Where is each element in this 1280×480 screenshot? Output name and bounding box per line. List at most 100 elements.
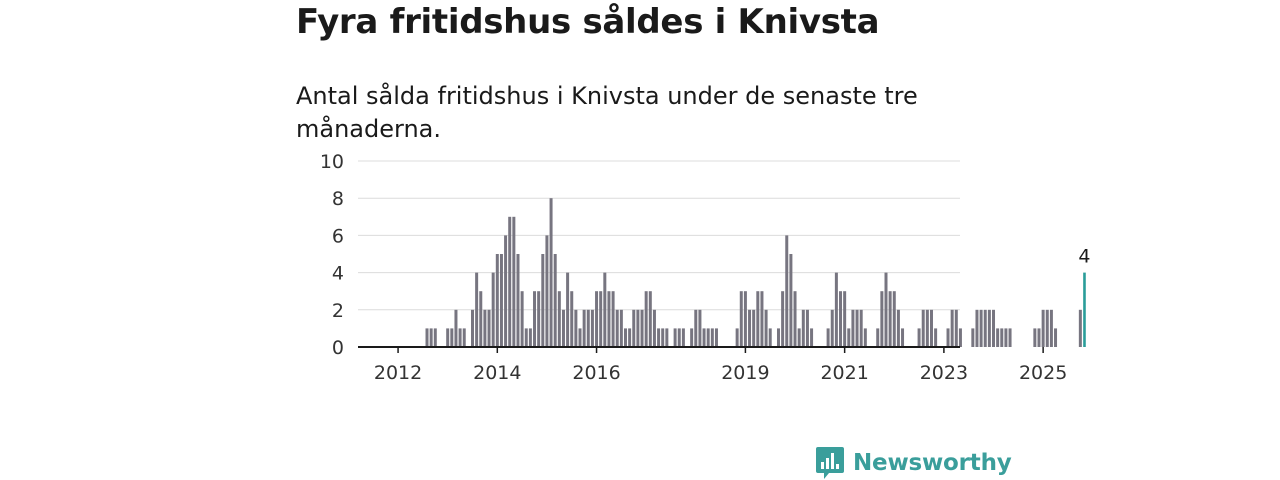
bar bbox=[855, 309, 859, 347]
bar bbox=[975, 309, 979, 347]
bar bbox=[537, 291, 541, 347]
bar bbox=[454, 309, 458, 347]
bar bbox=[549, 198, 553, 347]
bar bbox=[739, 291, 743, 347]
bar bbox=[574, 309, 578, 347]
bar bbox=[839, 291, 843, 347]
y-tick-label: 8 bbox=[332, 188, 344, 210]
x-axis-ticks: 2012 2014 2016 2019 2021 2023 2025 bbox=[374, 347, 1067, 384]
bar bbox=[640, 309, 644, 347]
bar bbox=[1078, 309, 1082, 347]
bar bbox=[921, 309, 925, 347]
bar bbox=[714, 328, 718, 347]
bar bbox=[623, 328, 627, 347]
bar bbox=[1000, 328, 1004, 347]
bar bbox=[644, 291, 648, 347]
bar bbox=[830, 309, 834, 347]
bar bbox=[950, 309, 954, 347]
bar bbox=[768, 328, 772, 347]
x-tick-label: 2025 bbox=[1019, 362, 1067, 384]
y-tick-label: 2 bbox=[332, 300, 344, 322]
chart-gridlines bbox=[358, 160, 960, 311]
bar bbox=[901, 328, 905, 347]
bar bbox=[1033, 328, 1037, 347]
bar bbox=[557, 291, 561, 347]
bar bbox=[710, 328, 714, 347]
highlight-bar bbox=[1083, 272, 1086, 347]
bar bbox=[561, 309, 565, 347]
y-tick-label: 6 bbox=[332, 225, 344, 247]
bar bbox=[619, 309, 623, 347]
bar bbox=[843, 291, 847, 347]
bar bbox=[524, 328, 528, 347]
bar bbox=[996, 328, 1000, 347]
y-tick-label: 10 bbox=[320, 151, 344, 173]
bar bbox=[429, 328, 433, 347]
chart-bars bbox=[425, 198, 1086, 347]
bar bbox=[954, 309, 958, 347]
bar bbox=[590, 309, 594, 347]
bar bbox=[603, 272, 607, 347]
bar bbox=[446, 328, 450, 347]
x-tick-label: 2023 bbox=[920, 362, 968, 384]
bar bbox=[698, 309, 702, 347]
bar bbox=[735, 328, 739, 347]
bar bbox=[971, 328, 975, 347]
chart-subtitle: Antal sålda fritidshus i Knivsta under d… bbox=[296, 82, 918, 143]
bar bbox=[450, 328, 454, 347]
y-axis-ticks: 0 2 4 6 8 10 bbox=[320, 151, 344, 359]
bar bbox=[570, 291, 574, 347]
bar bbox=[1045, 309, 1049, 347]
bar bbox=[992, 309, 996, 347]
x-tick-label: 2021 bbox=[820, 362, 868, 384]
bar bbox=[748, 309, 752, 347]
bar bbox=[545, 235, 549, 347]
bar bbox=[789, 254, 793, 347]
bar-chart-bubble-icon bbox=[816, 447, 844, 479]
bar bbox=[983, 309, 987, 347]
bar bbox=[805, 309, 809, 347]
bar bbox=[495, 254, 499, 347]
bar bbox=[764, 309, 768, 347]
bar bbox=[925, 309, 929, 347]
bar-chart: 0 2 4 6 8 10 2012 2014 2016 2019 2021 2023 2025 4 bbox=[320, 151, 1091, 384]
bar bbox=[958, 328, 962, 347]
bar bbox=[760, 291, 764, 347]
bar bbox=[607, 291, 611, 347]
bar bbox=[810, 328, 814, 347]
bar bbox=[475, 272, 479, 347]
bar bbox=[615, 309, 619, 347]
chart-title: Fyra fritidshus såldes i Knivsta bbox=[296, 2, 880, 42]
bar bbox=[834, 272, 838, 347]
bar bbox=[516, 254, 520, 347]
bar bbox=[979, 309, 983, 347]
y-tick-label: 4 bbox=[332, 263, 344, 285]
bar bbox=[578, 328, 582, 347]
bar bbox=[483, 309, 487, 347]
bar bbox=[636, 309, 640, 347]
bar bbox=[690, 328, 694, 347]
highlight-data-label: 4 bbox=[1078, 246, 1090, 268]
bar bbox=[504, 235, 508, 347]
x-tick-label: 2016 bbox=[572, 362, 620, 384]
bar bbox=[776, 328, 780, 347]
bar bbox=[528, 328, 532, 347]
bar bbox=[508, 216, 512, 347]
bar bbox=[433, 328, 437, 347]
bar bbox=[1054, 328, 1058, 347]
bar bbox=[471, 309, 474, 347]
bar bbox=[1049, 309, 1053, 347]
bar bbox=[876, 328, 880, 347]
bar bbox=[880, 291, 884, 347]
bar bbox=[892, 291, 896, 347]
bar bbox=[743, 291, 747, 347]
bar bbox=[499, 254, 503, 347]
brand-name: Newsworthy bbox=[853, 450, 1012, 476]
bar bbox=[677, 328, 681, 347]
newsworthy-logo: Newsworthy bbox=[815, 446, 1012, 480]
bar bbox=[888, 291, 892, 347]
bar bbox=[681, 328, 685, 347]
bar bbox=[1004, 328, 1008, 347]
bar bbox=[665, 328, 669, 347]
bar bbox=[1008, 328, 1012, 347]
